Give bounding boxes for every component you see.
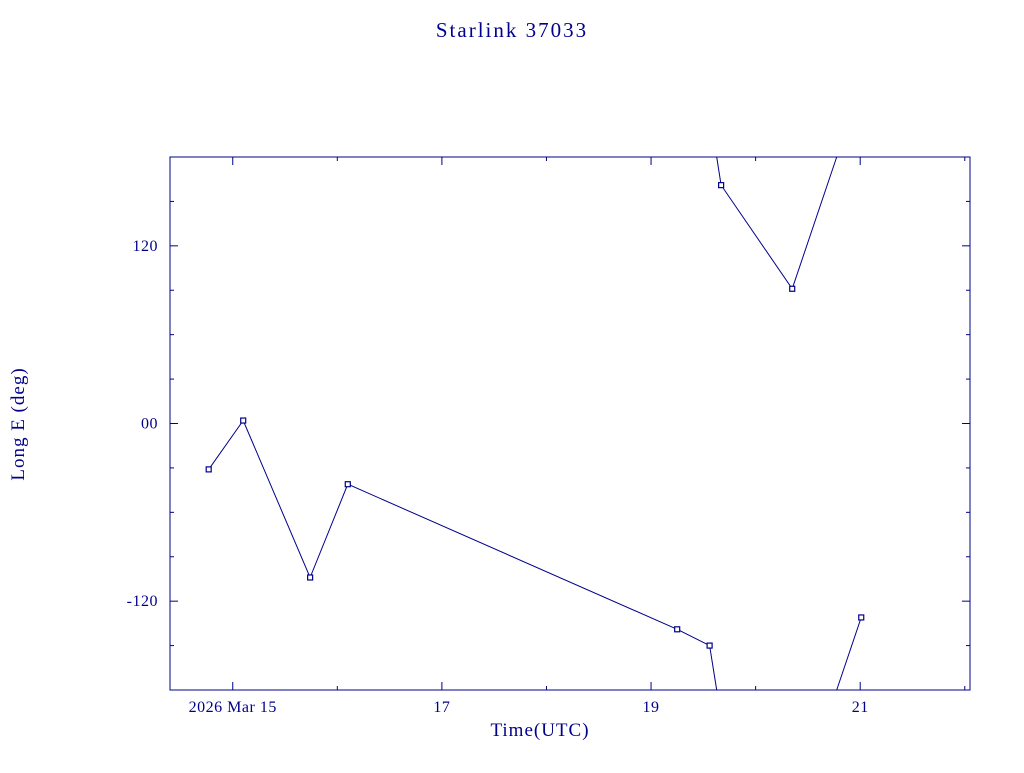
data-point-marker: [706, 642, 713, 649]
data-point-marker: [205, 466, 212, 473]
data-point-marker: [789, 285, 796, 292]
x-axis-label: Time(UTC): [490, 720, 589, 741]
x-tick-label: 2026 Mar 15: [189, 699, 277, 716]
plot-border: [169, 156, 971, 691]
data-point-marker: [858, 614, 865, 621]
y-tick-label: -120: [127, 593, 158, 610]
data-point-marker: [240, 417, 247, 424]
data-point-marker: [307, 574, 314, 581]
series-line: [208, 156, 862, 691]
y-tick-label: 00: [141, 416, 158, 433]
y-tick-label: 120: [133, 238, 159, 255]
data-point-marker: [718, 182, 725, 189]
data-point-marker: [344, 481, 351, 488]
x-tick-label: 17: [433, 699, 450, 716]
y-axis-label: Long E (deg): [8, 367, 29, 480]
chart-title: Starlink 37033: [436, 18, 588, 42]
x-tick-label: 19: [643, 699, 660, 716]
x-tick-label: 21: [852, 699, 869, 716]
plot-area: 2026 Mar 15 17 19 21 120 00 -120: [127, 156, 971, 716]
data-point-marker: [674, 626, 681, 633]
